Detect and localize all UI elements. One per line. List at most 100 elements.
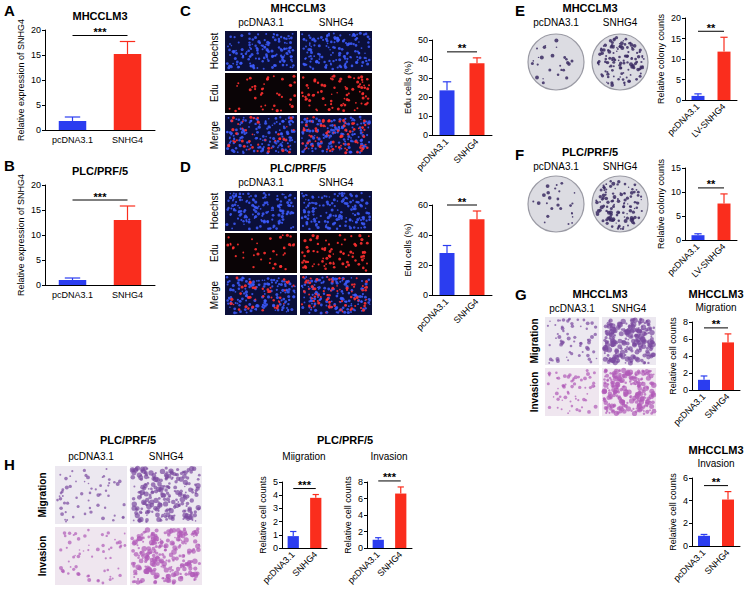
svg-text:40: 40 [418,54,428,64]
svg-text:15: 15 [671,163,681,173]
svg-text:A: A [4,2,15,19]
svg-text:Edu cells (%): Edu cells (%) [403,223,413,276]
svg-text:pcDNA3.1: pcDNA3.1 [415,296,451,332]
svg-text:SNHG4: SNHG4 [603,17,638,28]
svg-text:4: 4 [683,496,688,506]
svg-text:**: ** [707,178,716,190]
svg-text:**: ** [707,22,716,34]
svg-text:20: 20 [418,260,428,270]
svg-text:Hoechst: Hoechst [209,192,220,229]
svg-text:pcDNA3.1: pcDNA3.1 [261,549,297,585]
svg-text:0: 0 [676,235,681,245]
svg-text:Relative cell counts: Relative cell counts [343,476,353,554]
svg-text:Invasion: Invasion [529,372,540,413]
svg-text:0: 0 [358,543,363,553]
svg-text:G: G [515,286,527,303]
svg-text:pcDNA3.1: pcDNA3.1 [533,161,579,172]
svg-text:MHCCLM3: MHCCLM3 [73,10,128,22]
svg-text:0: 0 [683,541,688,551]
svg-text:0: 0 [423,130,428,140]
svg-text:***: *** [94,191,108,203]
svg-text:0: 0 [36,125,41,135]
svg-text:Invasion: Invasion [697,458,734,469]
svg-text:MHCCLM3: MHCCLM3 [689,444,744,456]
svg-text:0: 0 [676,95,681,105]
svg-text:10: 10 [671,187,681,197]
svg-text:SNHG4: SNHG4 [612,303,647,314]
svg-text:20: 20 [418,92,428,102]
svg-text:Relative cell counts: Relative cell counts [668,317,678,395]
svg-text:2: 2 [683,368,688,378]
svg-text:0: 0 [423,290,428,300]
svg-text:Merge: Merge [209,120,220,149]
svg-text:**: ** [458,196,467,208]
svg-text:5: 5 [676,211,681,221]
svg-text:pcDNA3.1: pcDNA3.1 [238,177,284,188]
svg-text:PLC/PRF/5: PLC/PRF/5 [562,146,618,158]
svg-text:Edu: Edu [209,244,220,262]
svg-text:pcDNA3.1: pcDNA3.1 [415,136,451,172]
svg-text:Invasion: Invasion [370,451,407,462]
svg-text:10: 10 [418,111,428,121]
svg-text:Migration: Migration [529,319,540,364]
svg-text:4: 4 [358,510,363,520]
svg-text:SNHG4: SNHG4 [319,17,354,28]
svg-text:6: 6 [683,473,688,483]
svg-text:Relative expression of SNHG4: Relative expression of SNHG4 [16,19,26,141]
svg-text:PLC/PRF/5: PLC/PRF/5 [317,434,373,446]
svg-text:0: 0 [273,543,278,553]
svg-text:C: C [180,2,191,19]
svg-text:8: 8 [358,477,363,487]
svg-text:10: 10 [671,54,681,64]
svg-text:Merge: Merge [209,280,220,309]
svg-text:SNHG4: SNHG4 [703,547,732,576]
svg-text:Migration: Migration [695,302,736,313]
svg-text:pcDNA3.1: pcDNA3.1 [672,547,708,583]
svg-text:pcDNA3.1: pcDNA3.1 [549,303,595,314]
svg-text:Relative colony counts: Relative colony counts [656,13,666,104]
svg-text:**: ** [712,476,721,488]
svg-text:Edu cells (%): Edu cells (%) [403,61,413,114]
svg-text:***: *** [298,479,312,491]
svg-text:SNHG4: SNHG4 [452,296,481,325]
svg-text:SNHG4: SNHG4 [703,391,732,420]
svg-text:30: 30 [418,73,428,83]
svg-text:6: 6 [358,494,363,504]
svg-text:2: 2 [358,527,363,537]
svg-text:0: 0 [683,385,688,395]
svg-text:MHCCLM3: MHCCLM3 [271,2,326,14]
svg-text:pcDNA3.1: pcDNA3.1 [238,17,284,28]
svg-text:20: 20 [671,13,681,23]
svg-text:5: 5 [36,255,41,265]
svg-text:SNHG4: SNHG4 [149,451,184,462]
svg-text:PLC/PRF/5: PLC/PRF/5 [270,162,326,174]
svg-text:pcDNA3.1: pcDNA3.1 [68,451,114,462]
svg-text:LV-SNHG4: LV-SNHG4 [690,101,728,139]
svg-text:MHCCLM3: MHCCLM3 [573,288,628,300]
svg-text:40: 40 [418,230,428,240]
svg-text:Relative colony counts: Relative colony counts [656,158,666,249]
svg-text:3: 3 [273,503,278,513]
svg-text:LV-SNHG4: LV-SNHG4 [690,241,728,279]
svg-text:Miigration: Miigration [282,451,325,462]
svg-text:SNHG4: SNHG4 [375,549,404,578]
svg-text:20: 20 [31,25,41,35]
svg-text:SNHG4: SNHG4 [603,161,638,172]
svg-text:5: 5 [273,477,278,487]
svg-text:15: 15 [31,205,41,215]
svg-text:H: H [4,456,15,473]
svg-text:***: *** [383,471,397,483]
svg-text:Migration: Migration [37,473,48,518]
svg-text:4: 4 [273,490,278,500]
svg-text:SNHG4: SNHG4 [112,135,143,145]
svg-text:SNHG4: SNHG4 [290,549,319,578]
svg-text:**: ** [712,318,721,330]
svg-text:Invasion: Invasion [37,536,48,577]
svg-text:15: 15 [671,34,681,44]
svg-text:B: B [4,157,15,174]
svg-text:2: 2 [273,517,278,527]
svg-text:SNHG4: SNHG4 [112,290,143,300]
svg-text:pcDNA3.1: pcDNA3.1 [672,391,708,427]
svg-text:PLC/PRF/5: PLC/PRF/5 [100,434,156,446]
svg-text:8: 8 [683,317,688,327]
